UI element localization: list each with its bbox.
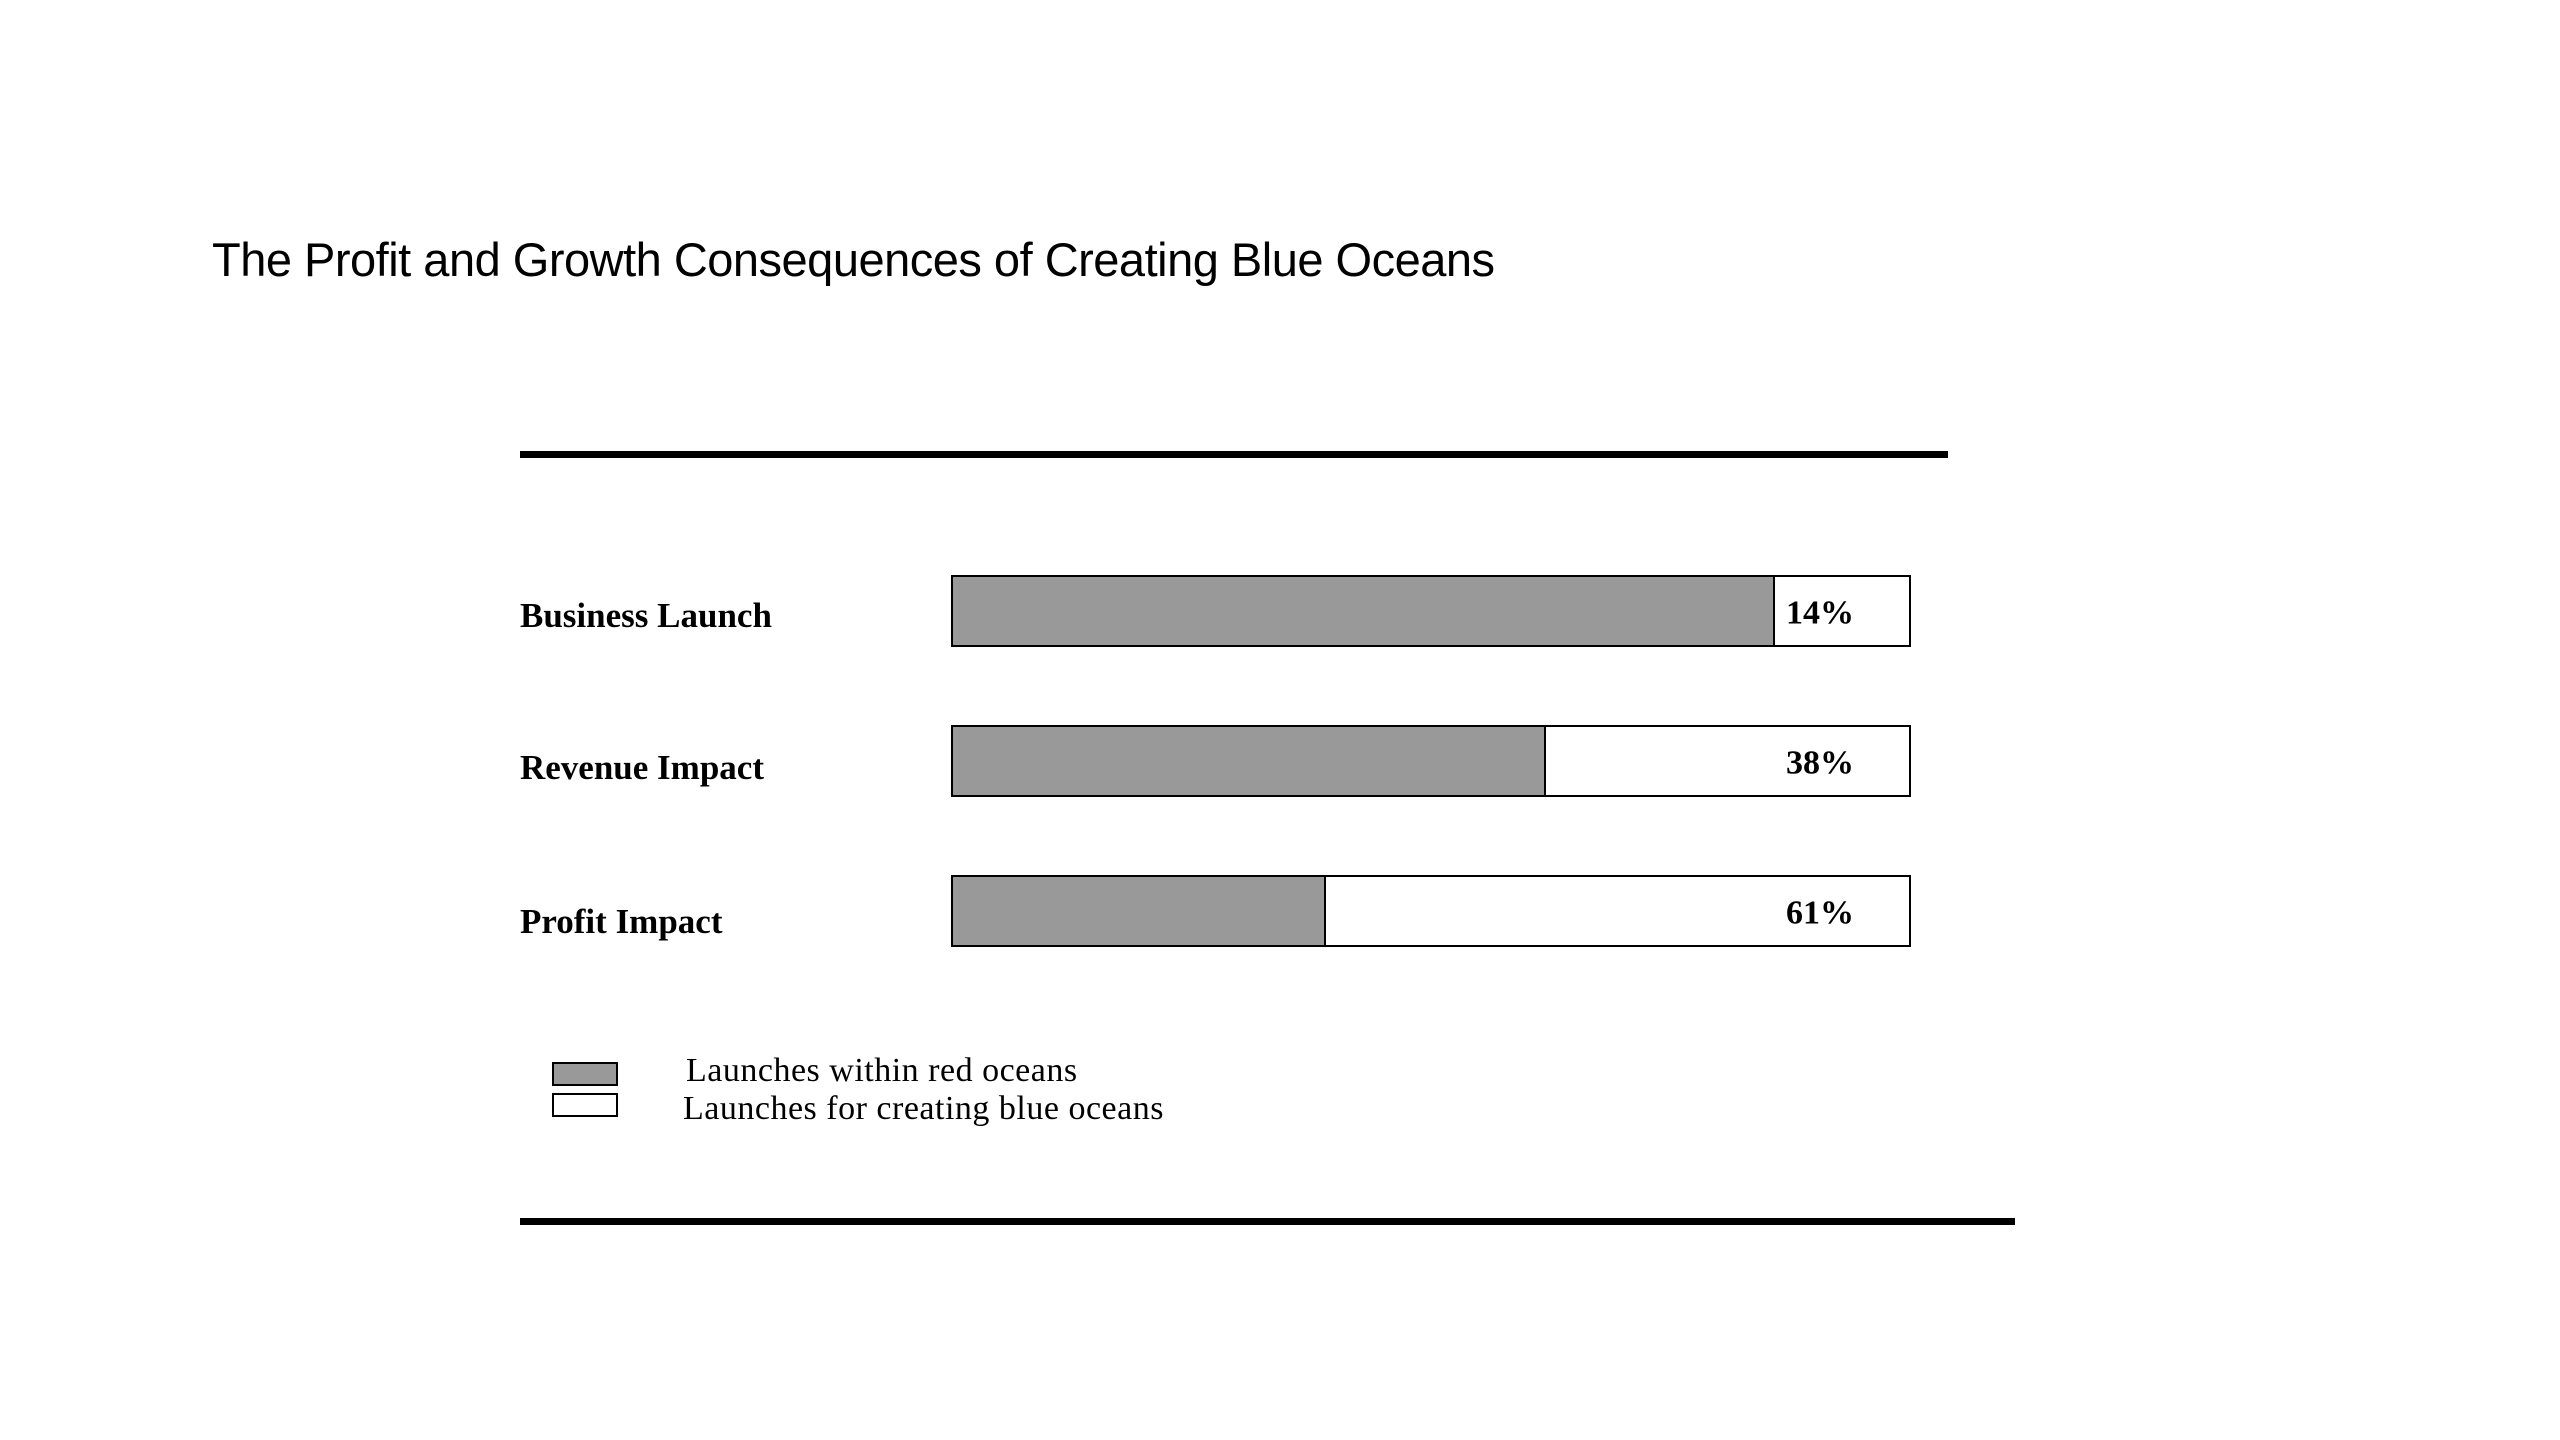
category-label: Profit Impact [520,902,723,941]
slide-title: The Profit and Growth Consequences of Cr… [212,233,1495,286]
data-label: 38% [1786,744,1854,782]
data-label: 61% [1786,894,1854,932]
blue-ocean-bar [1775,577,1909,645]
bar-row: 61% [951,875,1911,947]
bar-row: 38% [951,725,1911,797]
red-ocean-bar [953,577,1775,645]
top-rule [520,451,1948,458]
blue-ocean-bar [1546,727,1909,795]
category-label: Business Launch [520,596,772,635]
legend-swatch [552,1093,618,1117]
category-label: Revenue Impact [520,748,764,787]
data-label: 14% [1786,594,1854,632]
legend-label: Launches within red oceans [686,1052,1078,1089]
bottom-rule [520,1218,2015,1225]
red-ocean-bar [953,877,1326,945]
bar-row: 14% [951,575,1911,647]
blue-ocean-bar [1326,877,1909,945]
red-ocean-bar [953,727,1546,795]
legend-label: Launches for creating blue oceans [683,1090,1164,1127]
legend-swatch [552,1062,618,1086]
